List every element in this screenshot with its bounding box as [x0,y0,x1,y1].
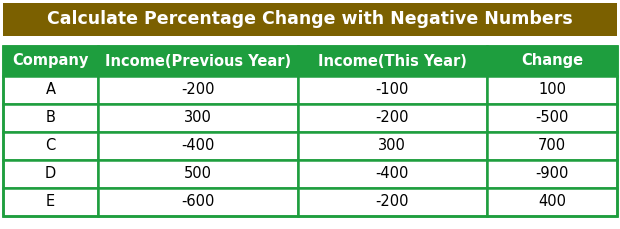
Text: A: A [45,82,55,98]
Text: -900: -900 [536,166,569,182]
Bar [98,76,298,104]
Bar [3,46,617,216]
Bar [487,46,617,76]
Bar [3,76,98,104]
Text: Calculate Percentage Change with Negative Numbers: Calculate Percentage Change with Negativ… [47,11,573,28]
Bar [487,104,617,132]
Bar [487,76,617,104]
Text: -200: -200 [376,194,409,210]
Bar [3,104,98,132]
Text: C: C [45,139,56,153]
Bar [98,104,298,132]
Text: 300: 300 [378,139,406,153]
Text: 500: 500 [184,166,211,182]
Bar [487,132,617,160]
Text: Income(Previous Year): Income(Previous Year) [105,54,291,68]
Text: B: B [45,111,55,125]
Text: 300: 300 [184,111,211,125]
Bar [298,76,487,104]
Bar [98,160,298,188]
Bar [298,132,487,160]
Bar [298,188,487,216]
Bar [98,188,298,216]
Bar [98,132,298,160]
Text: -100: -100 [376,82,409,98]
Text: 700: 700 [538,139,566,153]
Text: -200: -200 [376,111,409,125]
Bar [3,46,98,76]
Text: Income(This Year): Income(This Year) [318,54,467,68]
Text: Change: Change [521,54,583,68]
Text: Company: Company [12,54,89,68]
Bar [3,132,98,160]
Text: -400: -400 [181,139,215,153]
Bar [3,3,617,36]
Text: 100: 100 [538,82,566,98]
Text: -200: -200 [181,82,215,98]
Bar [298,46,487,76]
Text: -500: -500 [536,111,569,125]
Bar [487,160,617,188]
Text: D: D [45,166,56,182]
Text: 400: 400 [538,194,566,210]
Text: -400: -400 [376,166,409,182]
Bar [487,188,617,216]
Bar [98,46,298,76]
Text: -600: -600 [181,194,215,210]
Bar [298,104,487,132]
Bar [3,160,98,188]
Bar [298,160,487,188]
Text: E: E [46,194,55,210]
Bar [3,188,98,216]
